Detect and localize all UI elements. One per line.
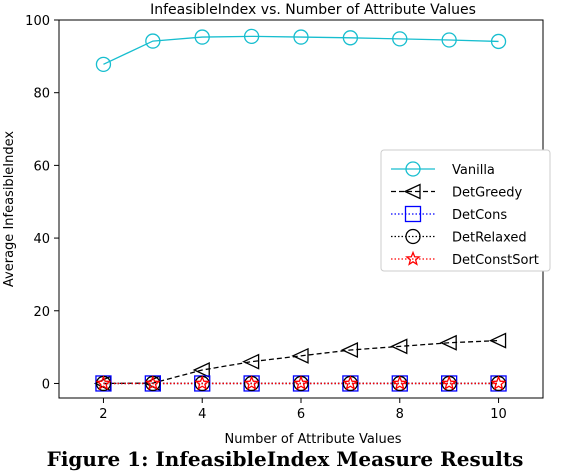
data-point bbox=[392, 31, 408, 47]
data-point bbox=[490, 33, 507, 50]
data-point bbox=[95, 375, 112, 391]
legend-box bbox=[380, 149, 551, 272]
series-line bbox=[103, 339, 499, 385]
data-point bbox=[340, 342, 359, 359]
data-point bbox=[144, 375, 161, 391]
legend-marker bbox=[405, 228, 421, 245]
x-axis-label: Number of Attribute Values bbox=[224, 432, 401, 447]
legend: Vanilla DetGreedy DetCons DetRelaxed DetCons… bbox=[380, 149, 551, 272]
y-axis-label: Average InfeasibleIndex bbox=[2, 131, 17, 287]
legend-label: DetCons bbox=[452, 208, 507, 223]
data-point bbox=[194, 375, 211, 391]
legend-label: DetRelaxed bbox=[452, 231, 527, 246]
data-point bbox=[194, 29, 210, 45]
legend-marker bbox=[405, 161, 421, 177]
data-point bbox=[489, 332, 507, 349]
y-tick-label: 0 bbox=[42, 377, 50, 392]
legend-label: DetGreedy bbox=[452, 186, 522, 201]
data-point bbox=[390, 338, 408, 355]
x-tick-label: 4 bbox=[198, 407, 206, 422]
data-point bbox=[342, 375, 359, 391]
data-point bbox=[291, 347, 309, 364]
data-point bbox=[95, 56, 112, 72]
data-point bbox=[243, 375, 260, 391]
series-markers bbox=[93, 28, 507, 392]
figure-caption: Figure 1: InfeasibleIndex Measure Result… bbox=[46, 447, 524, 471]
x-tick-label: 8 bbox=[396, 407, 404, 422]
y-tick-label: 80 bbox=[33, 87, 50, 102]
data-point bbox=[293, 29, 309, 45]
legend-marker bbox=[404, 205, 422, 223]
data-point bbox=[293, 375, 309, 391]
data-point bbox=[441, 32, 457, 48]
series-lines bbox=[103, 35, 499, 385]
y-tick-label: 100 bbox=[25, 14, 50, 29]
data-point bbox=[490, 375, 507, 391]
legend-marker bbox=[403, 183, 421, 200]
data-point bbox=[439, 334, 457, 351]
legend-marker bbox=[405, 250, 421, 266]
data-point bbox=[441, 375, 458, 391]
data-point bbox=[192, 361, 210, 379]
data-point bbox=[243, 28, 260, 45]
chart-title: InfeasibleIndex vs. Number of Attribute … bbox=[150, 2, 476, 18]
x-tick-label: 10 bbox=[490, 407, 507, 422]
y-tick-label: 40 bbox=[33, 232, 50, 247]
data-point bbox=[342, 30, 359, 46]
legend-label: DetConstSort bbox=[452, 253, 539, 268]
y-tick-label: 60 bbox=[33, 159, 50, 174]
x-tick-label: 6 bbox=[297, 407, 305, 422]
y-tick-label: 20 bbox=[33, 305, 50, 320]
data-point bbox=[145, 33, 161, 49]
x-tick-label: 2 bbox=[99, 407, 107, 422]
data-point bbox=[391, 375, 408, 391]
data-point bbox=[242, 353, 260, 370]
legend-label: Vanilla bbox=[452, 163, 495, 178]
series-line bbox=[103, 35, 499, 65]
